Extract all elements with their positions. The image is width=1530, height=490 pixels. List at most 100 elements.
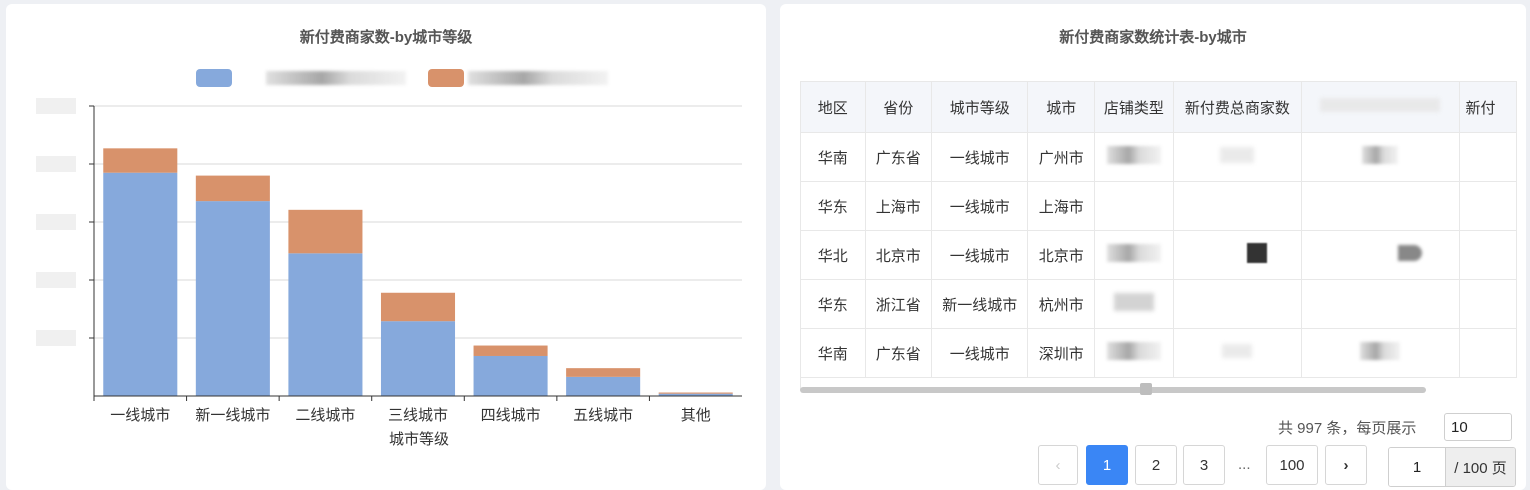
cell-city-level: 一线城市 [931,328,1029,378]
cell-region: 华南 [801,132,866,182]
header-city[interactable]: 城市 [1027,82,1095,133]
chart-axes [93,106,742,401]
bar-三线城市-series-2[interactable] [380,292,456,322]
table-row: 华东 上海市 一线城市 上海市 [801,181,1517,231]
legend-swatch-series-2[interactable] [428,69,464,87]
chevron-right-icon: › [1343,456,1349,474]
cell-redacted [1301,328,1460,378]
table-header-row: 地区 省份 城市等级 城市 店铺类型 新付费总商家数 新付 [801,82,1517,133]
header-region[interactable]: 地区 [801,82,866,133]
cell-region: 华南 [801,328,866,378]
header-province[interactable]: 省份 [865,82,933,133]
cell-region: 华北 [801,230,866,280]
bar-四线城市-series-1[interactable] [473,355,548,396]
cell-redacted [1301,279,1460,329]
bar-一线城市-series-1[interactable] [103,172,178,396]
x-axis-title: 城市等级 [389,430,449,448]
cell-redacted [1301,132,1460,182]
cell-city-level: 新一线城市 [931,279,1029,329]
bar-chart: 一线城市 新一线城市 二线城市 三线城市 四线城市 五线城市 其他 城市等级 [36,98,742,448]
bar-二线城市-series-1[interactable] [288,253,363,396]
bar-二线城市-series-2[interactable] [288,209,363,254]
bar-其他-series-1[interactable] [658,393,733,396]
y-tick-label-redacted [36,98,76,114]
page-button-100[interactable]: 100 [1266,445,1318,485]
pagination-ellipsis: ... [1238,456,1251,473]
table-row: 华东 浙江省 新一线城市 杭州市 [801,279,1517,329]
table-scroll-area[interactable]: 地区 省份 城市等级 城市 店铺类型 新付费总商家数 新付 华南 广东省 一线城… [800,81,1517,390]
bar-其他-series-2[interactable] [658,392,733,394]
cell-redacted [1173,328,1303,378]
bar-新一线城市-series-1[interactable] [195,201,270,396]
cell-redacted [1094,279,1174,329]
chart-legend [196,68,608,88]
cell-city: 深圳市 [1027,328,1095,378]
cell-redacted [1459,328,1517,378]
cell-redacted [1459,132,1517,182]
legend-swatch-series-1[interactable] [196,69,232,87]
bar-新一线城市-series-2[interactable] [195,175,270,202]
header-shop-type[interactable]: 店铺类型 [1094,82,1174,133]
table-row: 华南 广东省 一线城市 深圳市 [801,328,1517,378]
bar-五线城市-series-2[interactable] [566,368,641,377]
page-jump-input[interactable] [1389,448,1445,486]
legend-label-series-2-redacted [468,71,608,85]
city-stats-table: 地区 省份 城市等级 城市 店铺类型 新付费总商家数 新付 华南 广东省 一线城… [801,82,1517,378]
bar-一线城市-series-2[interactable] [103,148,178,173]
chevron-left-icon: ‹ [1055,456,1061,474]
y-tick-label-redacted [36,272,76,288]
cell-redacted [1094,132,1174,182]
page-size-input[interactable] [1444,413,1512,441]
header-city-level[interactable]: 城市等级 [931,82,1029,133]
x-tick-label: 四线城市 [481,407,541,424]
x-tick-label: 新一线城市 [195,407,270,424]
total-count-text: 共 997 条，每页展示 [1278,420,1417,437]
bar-四线城市-series-2[interactable] [473,345,548,356]
page-jump: / 100 页 [1388,447,1516,487]
page-button-1[interactable]: 1 [1086,445,1128,485]
horizontal-scrollbar[interactable] [800,387,1426,393]
cell-redacted [1459,279,1517,329]
table-row: 华南 广东省 一线城市 广州市 [801,132,1517,182]
x-tick-labels: 一线城市 新一线城市 二线城市 三线城市 四线城市 五线城市 其他 [110,407,710,424]
cell-city-level: 一线城市 [931,132,1029,182]
cell-city-level: 一线城市 [931,230,1029,280]
y-tick-label-redacted [36,156,76,172]
y-axis-labels-redacted [36,98,76,346]
header-new-paid-total[interactable]: 新付费总商家数 [1173,82,1303,133]
header-redacted[interactable] [1301,82,1460,133]
cell-redacted [1094,230,1174,280]
cell-region: 华东 [801,181,866,231]
table-title: 新付费商家数统计表-by城市 [1059,29,1247,46]
bar-三线城市-series-1[interactable] [380,321,456,396]
table-panel: 新付费商家数统计表-by城市 地区 省份 城市等级 城市 店铺类型 新付费总商家… [780,4,1526,490]
header-new-paid-partial[interactable]: 新付 [1459,82,1517,133]
x-tick-label: 二线城市 [295,407,355,424]
y-tick-label-redacted [36,330,76,346]
cell-city-level: 一线城市 [931,181,1029,231]
x-tick-label: 其他 [681,407,711,424]
chart-panel: 新付费商家数-by城市等级 一线城市 新一线城市 二线城市 三线城市 四线城市 五线城市 其… [6,4,766,490]
cell-city: 北京市 [1027,230,1095,280]
page-total-suffix: / 100 页 [1445,448,1515,486]
cell-province: 广东省 [865,132,933,182]
cell-redacted [1094,328,1174,378]
cell-redacted [1173,230,1303,280]
scrollbar-thumb[interactable] [1140,383,1152,395]
cell-redacted [1173,279,1303,329]
cell-redacted [1459,181,1517,231]
legend-label-series-1-redacted [266,71,406,85]
cell-redacted [1459,230,1517,280]
cell-city: 杭州市 [1027,279,1095,329]
page-button-3[interactable]: 3 [1183,445,1225,485]
prev-page-button[interactable]: ‹ [1038,445,1078,485]
x-tick-label: 三线城市 [388,407,448,424]
cell-redacted [1301,230,1460,280]
chart-title: 新付费商家数-by城市等级 [299,29,473,46]
page-button-2[interactable]: 2 [1135,445,1177,485]
y-tick-label-redacted [36,214,76,230]
bar-五线城市-series-1[interactable] [566,376,641,396]
cell-province: 上海市 [865,181,933,231]
next-page-button[interactable]: › [1325,445,1367,485]
cell-city: 广州市 [1027,132,1095,182]
